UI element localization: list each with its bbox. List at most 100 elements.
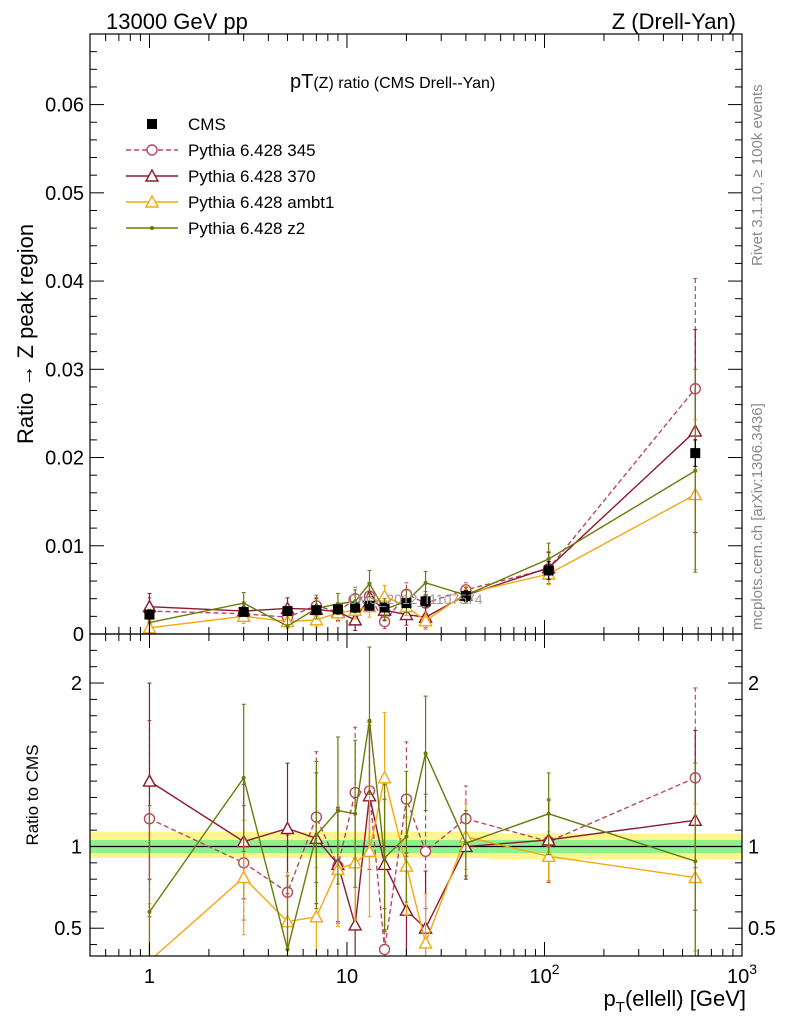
data-point bbox=[401, 598, 412, 609]
ratio-y-tick-label: 2 bbox=[71, 673, 82, 695]
x-tick-label-exponent: 2 bbox=[552, 961, 560, 977]
data-point bbox=[309, 909, 324, 923]
data-point bbox=[378, 943, 391, 956]
legend-item: CMS bbox=[147, 115, 226, 134]
data-point bbox=[364, 600, 375, 611]
legend-label: CMS bbox=[188, 115, 226, 134]
y-tick-label: 0.04 bbox=[45, 271, 84, 293]
data-point bbox=[285, 624, 290, 629]
data-point bbox=[690, 448, 701, 459]
data-point bbox=[353, 599, 358, 604]
data-point bbox=[144, 168, 160, 182]
legend-label: Pythia 6.428 345 bbox=[188, 141, 316, 160]
data-point bbox=[282, 606, 293, 617]
plot-title-main: pT bbox=[290, 71, 313, 93]
data-point bbox=[314, 833, 319, 838]
data-point bbox=[367, 581, 372, 586]
data-point bbox=[347, 917, 363, 931]
data-point bbox=[147, 119, 157, 129]
series-cms bbox=[144, 439, 701, 620]
x-tick-label-base: 10 bbox=[727, 966, 749, 988]
data-point bbox=[541, 848, 556, 862]
data-point bbox=[144, 194, 160, 208]
plot-title: pT(Z) ratio (CMS Drell--Yan) bbox=[290, 71, 495, 93]
ratio-y-tick-label: 0.5 bbox=[54, 918, 82, 940]
data-point bbox=[350, 602, 361, 613]
data-point bbox=[418, 613, 433, 627]
ratio-ylabel: Ratio to CMS bbox=[23, 744, 42, 845]
x-tick-label-base: 1 bbox=[144, 966, 155, 988]
series-line bbox=[149, 493, 696, 629]
data-point bbox=[377, 770, 392, 784]
x-axis-label-sub: T bbox=[616, 999, 625, 1016]
x-tick-label: 103 bbox=[727, 961, 757, 988]
mcplots-text: mcplots.cern.ch [arXiv:1306.3436] bbox=[749, 403, 766, 630]
legend-label: Pythia 6.428 370 bbox=[188, 167, 316, 186]
data-point bbox=[236, 870, 251, 884]
data-point bbox=[460, 591, 471, 602]
data-point bbox=[463, 841, 468, 846]
ratio-y-tick-label-right: 2 bbox=[748, 673, 759, 695]
x-tick-label: 1 bbox=[144, 966, 155, 988]
series-line bbox=[149, 777, 696, 950]
data-point bbox=[420, 596, 431, 607]
series-pythia-6-428-345 bbox=[143, 277, 701, 630]
data-point bbox=[147, 909, 152, 914]
ratio-plot-panel: 0.5 0.51 12 21 10 102 103 Ratio to CMS bbox=[23, 633, 776, 988]
y-tick-label: 0.01 bbox=[45, 536, 84, 558]
y-tick-label: 0 bbox=[73, 624, 84, 646]
data-point bbox=[546, 557, 551, 561]
header-left: 13000 GeV pp bbox=[106, 9, 248, 34]
legend-item: Pythia 6.428 ambt1 bbox=[126, 193, 334, 212]
series-pythia-6-428-ambt1 bbox=[147, 711, 703, 956]
data-point bbox=[332, 604, 343, 615]
legend-item: Pythia 6.428 370 bbox=[126, 167, 316, 186]
data-point bbox=[241, 601, 246, 606]
header-right: Z (Drell-Yan) bbox=[612, 9, 736, 34]
data-point bbox=[379, 602, 390, 613]
legend-label: Pythia 6.428 z2 bbox=[188, 219, 305, 238]
rivet-version-text: Rivet 3.1.10, ≥ 100k events bbox=[749, 84, 766, 266]
y-tick-label: 0.05 bbox=[45, 183, 84, 205]
ratio-y-tick-label-right: 0.5 bbox=[748, 918, 776, 940]
data-point bbox=[382, 855, 387, 860]
x-tick-label-base: 10 bbox=[336, 966, 358, 988]
data-point bbox=[418, 935, 433, 949]
data-point bbox=[423, 580, 428, 585]
data-point bbox=[353, 811, 358, 816]
x-axis-label-main: p bbox=[604, 986, 616, 1011]
data-point bbox=[238, 606, 249, 617]
plot-title-rest: (Z) ratio (CMS Drell--Yan) bbox=[313, 75, 495, 92]
legend-item: Pythia 6.428 345 bbox=[126, 141, 316, 160]
data-point bbox=[142, 773, 157, 787]
data-point bbox=[241, 775, 246, 780]
legend-item: Pythia 6.428 z2 bbox=[126, 219, 305, 238]
ratio-frame bbox=[89, 633, 743, 957]
data-point bbox=[335, 808, 340, 813]
x-tick-label-exponent: 3 bbox=[749, 961, 757, 977]
data-point bbox=[311, 605, 322, 616]
data-point bbox=[362, 843, 377, 858]
data-point bbox=[146, 144, 158, 156]
y-tick-label: 0.02 bbox=[45, 448, 84, 470]
main-plot-panel: CMS_2012_I1107574 0 0.01 0.02 0.03 0.04 0.05 0… bbox=[13, 33, 743, 646]
y-tick-label: 0.06 bbox=[45, 95, 84, 117]
x-axis-label-rest: (ellell) [GeV] bbox=[625, 986, 746, 1011]
x-tick-label: 102 bbox=[529, 961, 559, 988]
data-point bbox=[367, 718, 372, 723]
data-point bbox=[546, 811, 551, 816]
data-point bbox=[693, 859, 698, 864]
data-point bbox=[404, 834, 409, 839]
data-point bbox=[543, 565, 554, 576]
data-point bbox=[150, 226, 154, 230]
x-axis-label: pT(ellell) [GeV] bbox=[604, 986, 746, 1016]
data-point bbox=[280, 821, 295, 835]
main-ylabel: Ratio → Z peak region bbox=[13, 224, 38, 444]
data-point bbox=[419, 845, 432, 858]
x-tick-label-base: 10 bbox=[529, 966, 551, 988]
analysis-watermark: CMS_2012_I1107574 bbox=[347, 591, 482, 607]
y-tick-label: 0.03 bbox=[45, 359, 84, 381]
data-point bbox=[144, 609, 155, 620]
data-point bbox=[693, 468, 698, 473]
